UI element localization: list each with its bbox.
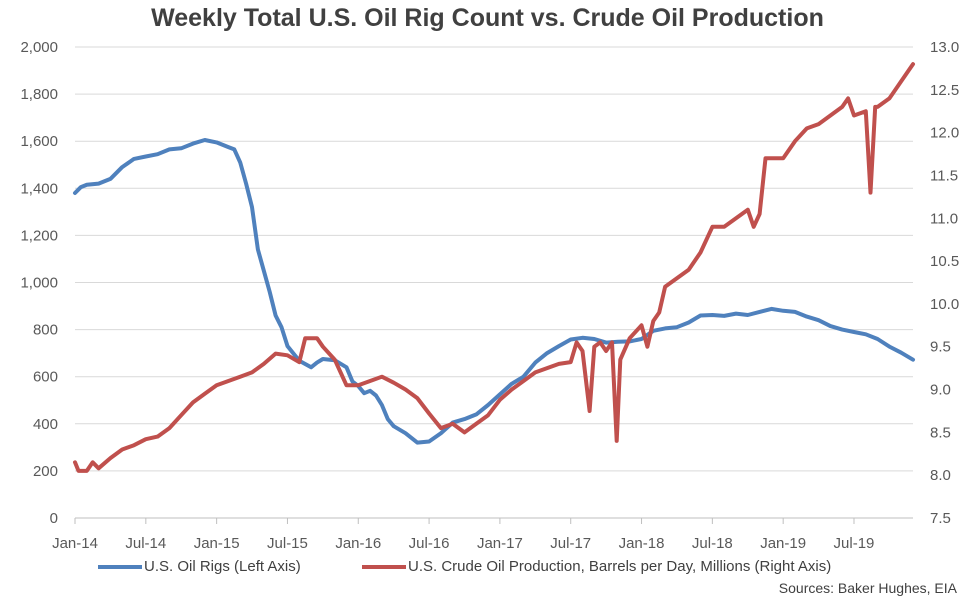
x-tick-label: Jan-15 — [194, 535, 240, 552]
x-tick-label: Jan-19 — [760, 535, 806, 552]
legend-label-oil-rigs: U.S. Oil Rigs (Left Axis) — [144, 558, 301, 575]
legend-swatch-oil-rigs — [98, 564, 142, 569]
y-left-tick-label: 200 — [33, 463, 58, 480]
y-left-tick-label: 2,000 — [20, 39, 58, 56]
x-tick-label: Jan-14 — [52, 535, 98, 552]
legend-label-crude-production: U.S. Crude Oil Production, Barrels per D… — [408, 558, 832, 575]
y-left-tick-label: 800 — [33, 322, 58, 339]
y-right-tick-label: 13.0 — [930, 39, 959, 56]
x-tick-label: Jan-17 — [477, 535, 523, 552]
y-left-tick-label: 400 — [33, 416, 58, 433]
x-tick-label: Jul-16 — [409, 535, 450, 552]
y-right-tick-label: 10.5 — [930, 253, 959, 270]
source-note: Sources: Baker Hughes, EIA — [778, 580, 957, 596]
y-right-tick-label: 9.0 — [930, 382, 951, 399]
legend-item-oil-rigs: U.S. Oil Rigs (Left Axis) — [98, 558, 301, 575]
x-tick-label: Jul-19 — [834, 535, 875, 552]
y-right-tick-label: 8.0 — [930, 467, 951, 484]
y-left-tick-label: 1,200 — [20, 227, 58, 244]
y-left-tick-label: 600 — [33, 369, 58, 386]
left-axis-ticks: 0 200 400 600 800 1,000 1,200 1,400 1,600 1,800 2,… — [20, 39, 58, 527]
axes — [74, 517, 913, 524]
y-right-tick-label: 12.0 — [930, 125, 959, 142]
x-tick-label: Jul-14 — [125, 535, 166, 552]
series-lines — [73, 62, 915, 473]
x-tick-label: Jan-16 — [335, 535, 381, 552]
x-tick-label: Jul-18 — [692, 535, 733, 552]
series-line-crude-production — [73, 62, 915, 473]
x-axis-ticks: Jan-14 Jul-14 Jan-15 Jul-15 Jan-16 Jul-16 Jan-… — [52, 535, 874, 552]
x-tick-label: Jul-15 — [267, 535, 308, 552]
y-left-tick-label: 0 — [50, 510, 58, 527]
x-tick-label: Jul-17 — [550, 535, 591, 552]
y-left-tick-label: 1,600 — [20, 133, 58, 150]
right-axis-ticks: 7.5 8.0 8.5 9.0 9.5 10.0 10.5 11.0 11.5 12.0 12.5 1… — [930, 39, 959, 527]
y-right-tick-label: 8.5 — [930, 424, 951, 441]
legend-swatch-crude-production — [362, 564, 406, 569]
y-right-tick-label: 9.5 — [930, 339, 951, 356]
y-right-tick-label: 10.0 — [930, 296, 959, 313]
y-left-tick-label: 1,000 — [20, 275, 58, 292]
legend-item-crude-production: U.S. Crude Oil Production, Barrels per D… — [362, 558, 831, 575]
y-left-tick-label: 1,400 — [20, 180, 58, 197]
x-tick-label: Jan-18 — [619, 535, 665, 552]
y-right-tick-label: 12.5 — [930, 82, 959, 99]
y-right-tick-label: 7.5 — [930, 510, 951, 527]
series-line-oil-rigs — [73, 138, 915, 445]
y-left-tick-label: 1,800 — [20, 86, 58, 103]
y-right-tick-label: 11.5 — [930, 167, 958, 184]
chart-title: Weekly Total U.S. Oil Rig Count vs. Crud… — [151, 4, 824, 32]
y-right-tick-label: 11.0 — [930, 210, 958, 227]
